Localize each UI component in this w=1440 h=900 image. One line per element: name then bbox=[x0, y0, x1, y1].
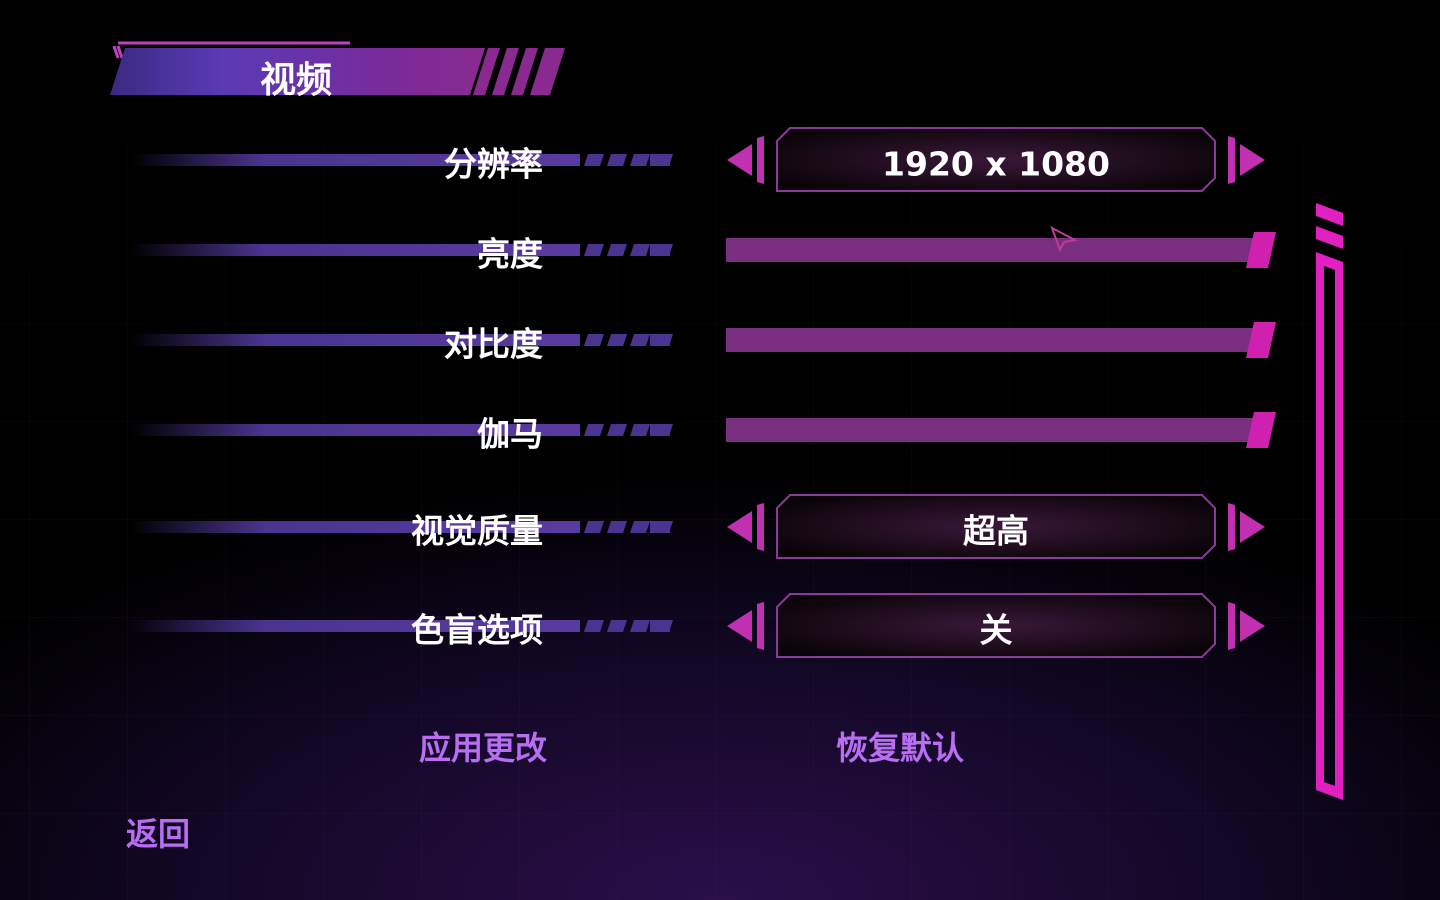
back-button[interactable]: 返回 bbox=[126, 815, 190, 853]
value-box bbox=[776, 593, 1216, 658]
setting-row: 视觉质量 超高 bbox=[130, 494, 1265, 559]
setting-row: 对比度 bbox=[130, 322, 1276, 364]
page-title: 视频 bbox=[260, 60, 332, 101]
row-dash bbox=[630, 424, 650, 436]
arrow-left[interactable] bbox=[727, 610, 752, 642]
apply-button[interactable]: 应用更改 bbox=[419, 729, 547, 767]
setting-label: 色盲选项 bbox=[411, 611, 543, 650]
row-dash bbox=[650, 521, 670, 533]
reset-button[interactable]: 恢复默认 bbox=[836, 729, 964, 767]
slider-track[interactable] bbox=[726, 418, 1254, 442]
row-dash bbox=[650, 620, 670, 632]
row-line bbox=[130, 521, 580, 533]
row-dash bbox=[630, 620, 650, 632]
arrow-right[interactable] bbox=[1240, 610, 1265, 642]
setting-value: 超高 bbox=[963, 512, 1029, 551]
row-line bbox=[130, 334, 580, 346]
row-line bbox=[130, 244, 580, 256]
slider-knob[interactable] bbox=[1246, 412, 1276, 448]
row-dash bbox=[584, 154, 604, 166]
row-dash bbox=[584, 424, 604, 436]
row-dash bbox=[607, 620, 627, 632]
setting-row: 色盲选项 关 bbox=[130, 593, 1265, 658]
arrow-left[interactable] bbox=[727, 511, 752, 543]
row-dash bbox=[584, 620, 604, 632]
value-box bbox=[776, 494, 1216, 559]
row-dash bbox=[630, 521, 650, 533]
value-box bbox=[776, 127, 1216, 192]
row-dash bbox=[607, 424, 627, 436]
row-dash bbox=[607, 244, 627, 256]
row-line bbox=[130, 424, 580, 436]
arrow-right[interactable] bbox=[1228, 136, 1235, 184]
arrow-left[interactable] bbox=[757, 136, 764, 184]
slider-knob[interactable] bbox=[1246, 232, 1276, 268]
slider-track[interactable] bbox=[726, 328, 1254, 352]
row-dash bbox=[607, 154, 627, 166]
slider-track[interactable] bbox=[726, 238, 1254, 262]
row-dash bbox=[607, 334, 627, 346]
setting-row: 伽马 bbox=[130, 412, 1276, 454]
arrow-left[interactable] bbox=[727, 144, 752, 176]
row-dash bbox=[584, 521, 604, 533]
setting-value: 关 bbox=[980, 611, 1013, 650]
setting-label: 视觉质量 bbox=[411, 512, 543, 551]
row-dash bbox=[650, 334, 670, 346]
row-dash bbox=[650, 424, 670, 436]
arrow-right[interactable] bbox=[1228, 503, 1235, 551]
side-bar bbox=[1316, 203, 1343, 800]
row-dash bbox=[630, 154, 650, 166]
setting-row: 亮度 bbox=[130, 232, 1276, 274]
arrow-left[interactable] bbox=[757, 503, 764, 551]
row-dash bbox=[630, 244, 650, 256]
arrow-right[interactable] bbox=[1228, 602, 1235, 650]
row-dash bbox=[584, 244, 604, 256]
row-dash bbox=[607, 521, 627, 533]
arrow-right[interactable] bbox=[1240, 144, 1265, 176]
cursor bbox=[1050, 225, 1079, 253]
setting-label: 对比度 bbox=[444, 325, 543, 364]
arrow-left[interactable] bbox=[757, 602, 764, 650]
row-line bbox=[130, 154, 580, 166]
arrow-right[interactable] bbox=[1240, 511, 1265, 543]
setting-label: 分辨率 bbox=[444, 145, 543, 184]
setting-label: 伽马 bbox=[477, 415, 543, 454]
row-dash bbox=[630, 334, 650, 346]
row-line bbox=[130, 620, 580, 632]
title-banner: 视频 bbox=[110, 41, 565, 101]
row-dash bbox=[650, 154, 670, 166]
row-dash bbox=[584, 334, 604, 346]
slider-knob[interactable] bbox=[1246, 322, 1276, 358]
setting-row: 分辨率 1920 x 1080 bbox=[130, 127, 1265, 192]
setting-label: 亮度 bbox=[477, 235, 543, 274]
setting-value: 1920 x 1080 bbox=[882, 145, 1110, 184]
row-dash bbox=[650, 244, 670, 256]
